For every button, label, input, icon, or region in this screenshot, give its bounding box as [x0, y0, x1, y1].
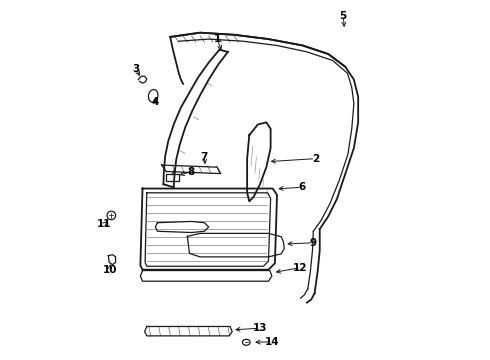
Text: 7: 7	[201, 152, 208, 162]
Text: 9: 9	[310, 238, 317, 248]
Bar	[166, 175, 179, 181]
Text: 4: 4	[151, 97, 159, 107]
Text: 3: 3	[132, 64, 140, 74]
Text: 12: 12	[294, 262, 308, 273]
Text: 14: 14	[265, 337, 279, 347]
Text: 10: 10	[102, 265, 117, 275]
Text: 6: 6	[298, 182, 305, 192]
Text: 5: 5	[340, 10, 347, 21]
Text: 1: 1	[214, 34, 221, 44]
Text: 11: 11	[97, 219, 112, 229]
Text: 2: 2	[312, 154, 319, 164]
Text: 8: 8	[187, 167, 195, 177]
Text: 13: 13	[253, 323, 267, 333]
